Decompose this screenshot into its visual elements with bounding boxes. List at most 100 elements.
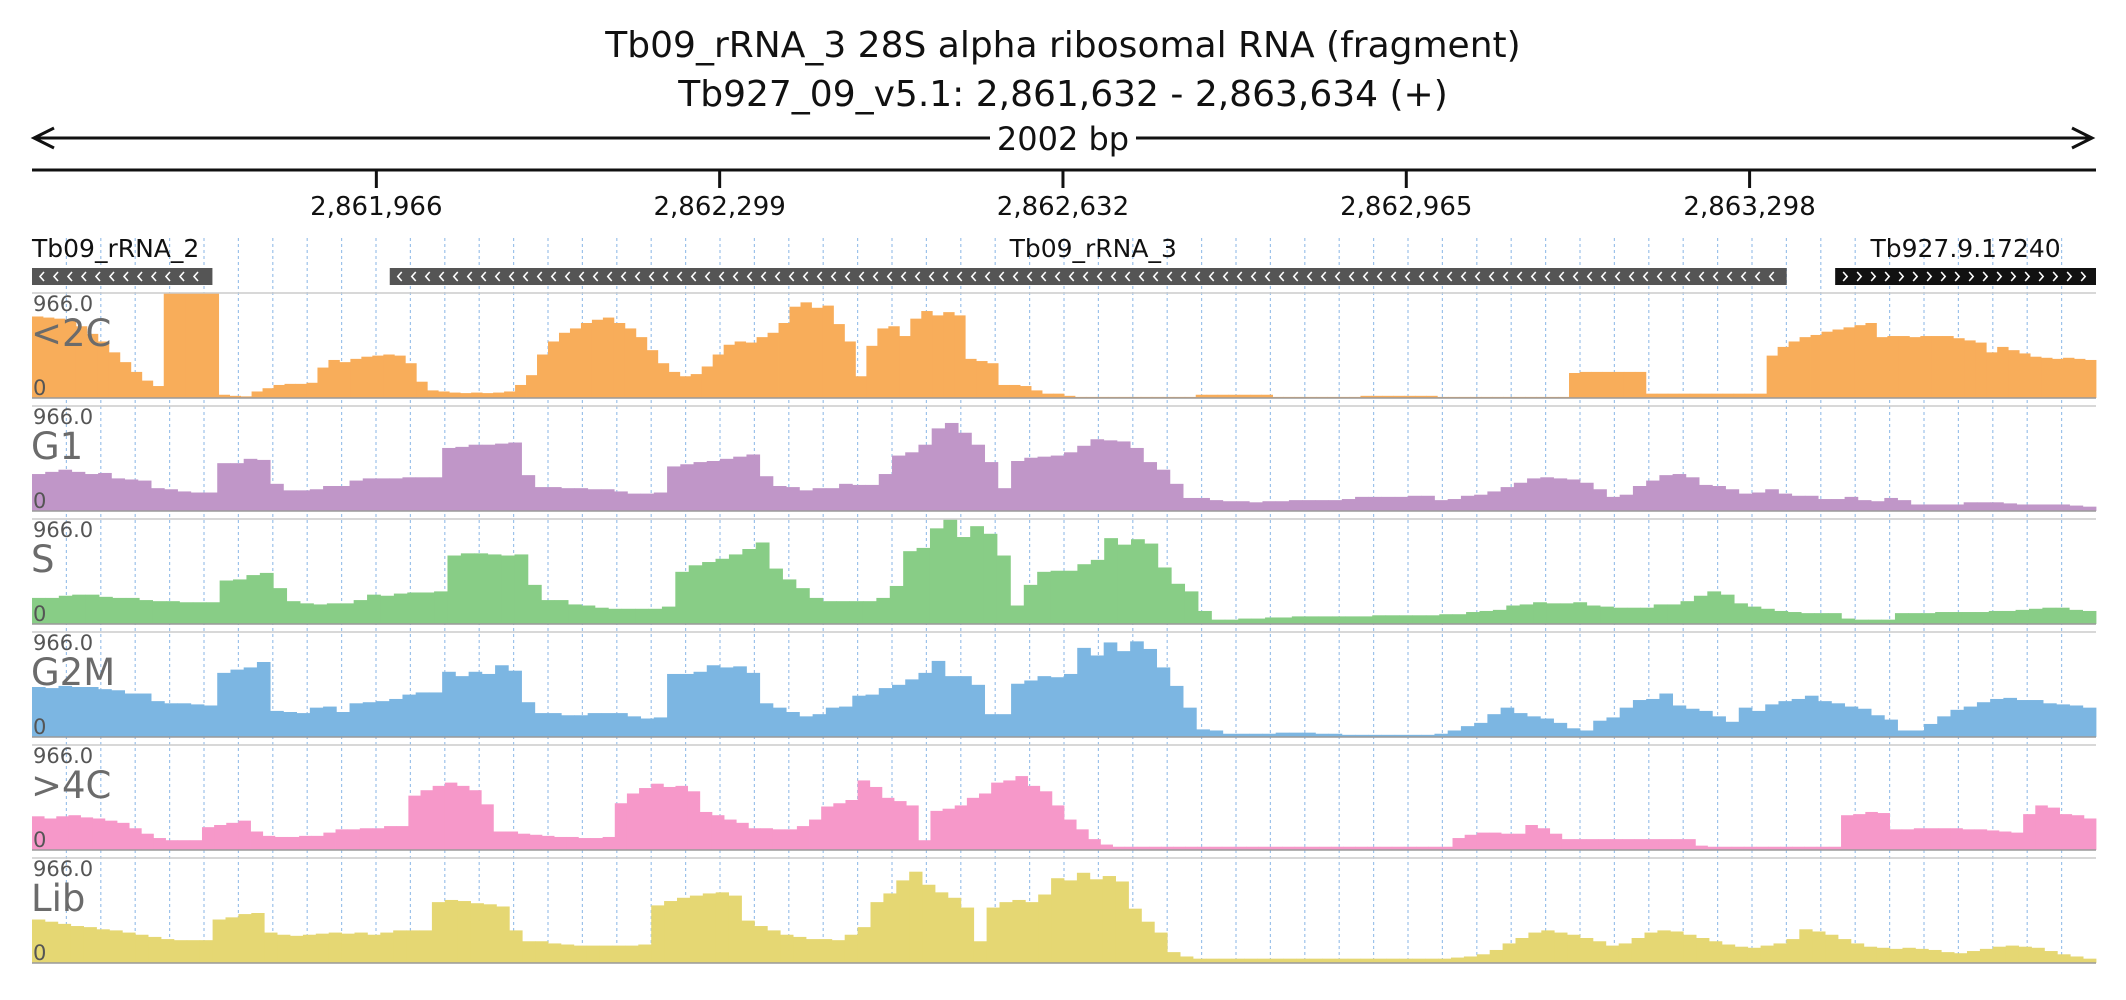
strand-arrow	[690, 271, 697, 282]
coverage-bar	[1169, 685, 1184, 737]
coverage-bar	[1020, 386, 1032, 398]
coverage-bar	[1025, 902, 1039, 963]
coverage-bar	[264, 932, 278, 963]
coverage-bar	[273, 588, 288, 624]
coverage-bar	[482, 393, 494, 398]
coverage-bar	[1865, 323, 1877, 398]
feature-glyph	[389, 268, 1787, 285]
feature-glyph	[32, 268, 213, 285]
coverage-bar	[1306, 846, 1320, 850]
coverage-bar	[2069, 705, 2084, 737]
strand-arrow	[606, 271, 613, 282]
strand-arrow	[1530, 271, 1537, 282]
coverage-bar	[1258, 846, 1271, 850]
coverage-bar	[1979, 948, 1994, 963]
coverage-bar	[1533, 602, 1547, 624]
coverage-bar	[1884, 719, 1898, 737]
coverage-bar	[1064, 819, 1077, 850]
coverage-bar	[1425, 615, 1440, 624]
coverage-bar	[1814, 613, 1829, 624]
coverage-bar	[230, 669, 245, 737]
coverage-bar	[496, 906, 510, 963]
coverage-bar	[587, 489, 602, 511]
coverage-bar	[1910, 730, 1925, 737]
coverage-bar	[1077, 647, 1091, 737]
strand-arrow	[760, 271, 767, 282]
coverage-bar	[1573, 602, 1588, 624]
coverage-bar	[493, 831, 506, 850]
coverage-bar	[638, 944, 652, 963]
coverage-bar	[1358, 616, 1373, 624]
coverage-bar	[1011, 461, 1025, 511]
coverage-bar	[1064, 395, 1076, 398]
coverage-bar	[1853, 814, 1866, 850]
coverage-bar	[1037, 676, 1052, 737]
coverage-bar	[152, 386, 165, 398]
coverage-bar	[1791, 495, 1806, 511]
coverage-bar	[1632, 700, 1647, 737]
coverage-bar	[1305, 616, 1320, 624]
coverage-bar	[1659, 693, 1674, 737]
coverage-bar	[1760, 608, 1775, 624]
coverage-bar	[1734, 946, 1749, 963]
strand-arrow	[466, 271, 473, 282]
left-arrowhead	[30, 126, 55, 150]
coverage-bar	[2057, 954, 2071, 963]
coverage-bar	[1831, 499, 1846, 511]
coverage-bar	[767, 930, 781, 963]
coverage-bar	[599, 945, 613, 963]
coverage-bar	[687, 791, 701, 850]
coverage-bar	[755, 542, 770, 624]
coverage-bar	[290, 935, 304, 963]
strand-arrow	[1996, 271, 2003, 282]
coverage-bar	[509, 930, 523, 963]
coverage-bar	[251, 913, 265, 963]
coverage-bar	[240, 396, 252, 398]
coverage-bar	[1863, 946, 1878, 963]
coverage-bar	[111, 690, 126, 737]
coverage-bar	[1228, 394, 1241, 398]
coverage-bar	[795, 588, 810, 624]
coverage-bar	[1012, 899, 1026, 963]
coverage-bar	[504, 391, 516, 398]
coverage-bar	[1645, 393, 1658, 398]
coverage-bar	[944, 422, 959, 511]
coverage-bar	[2083, 958, 2097, 963]
coverage-bar	[214, 825, 227, 850]
coverage-bar	[1425, 958, 1439, 963]
strand-arrow	[1642, 271, 1649, 282]
coverage-bar	[651, 905, 665, 963]
coverage-bar	[1415, 395, 1427, 398]
coverage-bar	[1180, 956, 1194, 963]
strand-arrow	[1068, 271, 1075, 282]
coverage-bar	[1341, 734, 1356, 737]
coverage-bar	[1257, 958, 1271, 963]
coverage-bar	[1937, 716, 1951, 737]
coverage-bar	[470, 903, 484, 963]
coverage-bar	[1799, 337, 1811, 398]
coverage-bar	[1640, 607, 1655, 624]
strand-arrow	[1348, 271, 1355, 282]
coverage-bar	[1343, 846, 1356, 850]
coverage-bar	[2063, 357, 2075, 398]
coverage-bar	[1678, 393, 1691, 398]
coverage-bar	[780, 934, 794, 963]
strand-arrow	[970, 271, 977, 282]
coverage-bar	[521, 475, 536, 511]
coverage-bar	[825, 488, 840, 511]
coverage-bar	[1090, 439, 1105, 511]
strand-arrow	[718, 271, 725, 282]
coverage-bar	[1685, 477, 1700, 511]
coverage-bar	[83, 927, 97, 963]
coverage-bar	[296, 713, 311, 737]
coverage-bar	[1249, 502, 1263, 511]
coverage-track: 966.0 0 >4C	[31, 744, 2097, 852]
strand-arrow	[2038, 271, 2045, 282]
coverage-bar	[2044, 951, 2058, 963]
coverage-bar	[548, 487, 562, 511]
coverage-bar	[419, 930, 433, 963]
strand-arrow	[1842, 271, 1849, 282]
coverage-bar	[444, 782, 458, 850]
coverage-bar	[1590, 371, 1603, 398]
coverage-bar	[1148, 846, 1162, 850]
